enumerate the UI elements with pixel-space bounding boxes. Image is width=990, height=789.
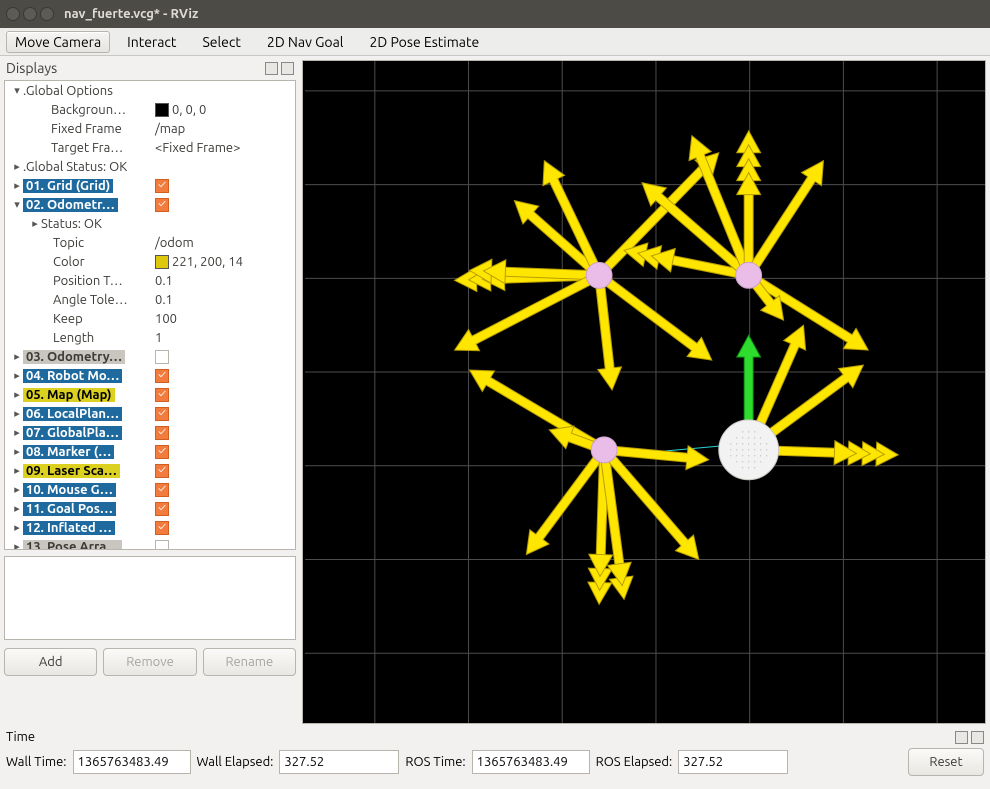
display-odometry2[interactable]: 03. Odometry… — [5, 347, 295, 366]
display-odometry[interactable]: 02. Odometr… — [5, 195, 295, 214]
tool-2d-pose-estimate[interactable]: 2D Pose Estimate — [360, 31, 488, 53]
checkbox-icon[interactable] — [155, 388, 169, 402]
prop-keep[interactable]: Keep100 — [5, 309, 295, 328]
checkbox-icon[interactable] — [155, 445, 169, 459]
ros-time-input[interactable] — [472, 750, 590, 774]
time-panel: Time Wall Time: Wall Elapsed: ROS Time: … — [0, 728, 990, 782]
display-grid[interactable]: 01. Grid (Grid) — [5, 176, 295, 195]
display-local-plan[interactable]: 06. LocalPlan… — [5, 404, 295, 423]
window-title: nav_fuerte.vcg* - RViz — [64, 7, 198, 21]
3d-viewport[interactable] — [302, 60, 986, 724]
display-global-plan[interactable]: 07. GlobalPla… — [5, 423, 295, 442]
checkbox-icon[interactable] — [155, 521, 169, 535]
prop-position-tol[interactable]: Position T…0.1 — [5, 271, 295, 290]
remove-button[interactable]: Remove — [103, 648, 196, 676]
checkbox-icon[interactable] — [155, 179, 169, 193]
prop-angle-tol[interactable]: Angle Tole…0.1 — [5, 290, 295, 309]
prop-color[interactable]: Color221, 200, 14 — [5, 252, 295, 271]
close-panel-icon[interactable] — [971, 731, 984, 744]
add-button[interactable]: Add — [4, 648, 97, 676]
description-box — [4, 556, 296, 640]
ros-time-label: ROS Time: — [405, 755, 465, 769]
display-tree[interactable]: .Global Options Backgroun…0, 0, 0 Fixed … — [4, 80, 296, 550]
tree-global-options[interactable]: .Global Options — [5, 81, 295, 100]
close-icon[interactable] — [6, 7, 20, 21]
close-panel-icon[interactable] — [281, 62, 294, 75]
prop-length[interactable]: Length1 — [5, 328, 295, 347]
display-inflated[interactable]: 12. Inflated … — [5, 518, 295, 537]
checkbox-icon[interactable] — [155, 464, 169, 478]
prop-topic[interactable]: Topic/odom — [5, 233, 295, 252]
display-map[interactable]: 05. Map (Map) — [5, 385, 295, 404]
tree-global-status[interactable]: .Global Status: OK — [5, 157, 295, 176]
wall-time-input[interactable] — [73, 750, 191, 774]
checkbox-icon[interactable] — [155, 198, 169, 212]
minimize-icon[interactable] — [23, 7, 37, 21]
tool-select[interactable]: Select — [193, 31, 249, 53]
displays-panel: Displays .Global Options Backgroun…0, 0,… — [0, 56, 300, 728]
window-titlebar: nav_fuerte.vcg* - RViz — [0, 0, 990, 28]
display-laser-scan[interactable]: 09. Laser Sca… — [5, 461, 295, 480]
tool-interact[interactable]: Interact — [118, 31, 185, 53]
maximize-icon[interactable] — [40, 7, 54, 21]
display-goal-pose[interactable]: 11. Goal Pos… — [5, 499, 295, 518]
tool-2d-nav-goal[interactable]: 2D Nav Goal — [258, 31, 353, 53]
undock-icon[interactable] — [955, 731, 968, 744]
displays-panel-title: Displays — [6, 60, 57, 76]
display-marker[interactable]: 08. Marker (… — [5, 442, 295, 461]
prop-fixed-frame[interactable]: Fixed Frame/map — [5, 119, 295, 138]
prop-target-frame[interactable]: Target Fra…<Fixed Frame> — [5, 138, 295, 157]
checkbox-icon[interactable] — [155, 407, 169, 421]
wall-elapsed-input[interactable] — [279, 750, 399, 774]
reset-button[interactable]: Reset — [908, 748, 984, 776]
ros-elapsed-label: ROS Elapsed: — [596, 755, 673, 769]
display-mouse-goal[interactable]: 10. Mouse G… — [5, 480, 295, 499]
wall-elapsed-label: Wall Elapsed: — [197, 755, 274, 769]
rename-button[interactable]: Rename — [203, 648, 296, 676]
checkbox-icon[interactable] — [155, 426, 169, 440]
checkbox-icon[interactable] — [155, 369, 169, 383]
time-panel-title: Time — [6, 730, 35, 744]
checkbox-icon[interactable] — [155, 540, 169, 551]
checkbox-icon[interactable] — [155, 502, 169, 516]
ros-elapsed-input[interactable] — [678, 750, 788, 774]
checkbox-icon[interactable] — [155, 483, 169, 497]
main-toolbar: Move Camera Interact Select 2D Nav Goal 2D P… — [0, 28, 990, 56]
wall-time-label: Wall Time: — [6, 755, 67, 769]
display-pose-array[interactable]: 13. Pose Arra… — [5, 537, 295, 550]
tool-move-camera[interactable]: Move Camera — [6, 31, 110, 53]
display-odometry-status[interactable]: Status: OK — [5, 214, 295, 233]
prop-background[interactable]: Backgroun…0, 0, 0 — [5, 100, 295, 119]
undock-icon[interactable] — [265, 62, 278, 75]
display-robot-model[interactable]: 04. Robot Mo… — [5, 366, 295, 385]
checkbox-icon[interactable] — [155, 350, 169, 364]
